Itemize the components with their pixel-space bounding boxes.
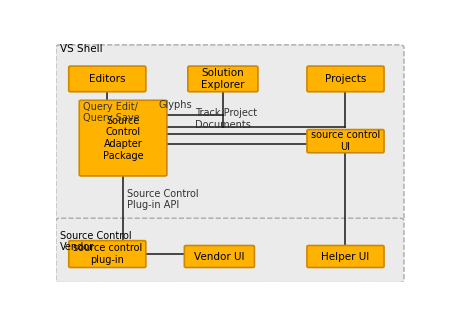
FancyBboxPatch shape: [69, 66, 146, 92]
Text: Vendor UI: Vendor UI: [194, 251, 244, 262]
Text: Projects: Projects: [324, 74, 365, 84]
Text: Source Control
Vendor: Source Control Vendor: [60, 231, 131, 252]
FancyBboxPatch shape: [55, 218, 403, 283]
Text: Source Control
Plug-in API: Source Control Plug-in API: [126, 189, 198, 210]
Text: source control
UI: source control UI: [310, 130, 379, 152]
Text: Query Edit/
Query Save: Query Edit/ Query Save: [83, 102, 139, 123]
FancyBboxPatch shape: [306, 130, 383, 153]
FancyBboxPatch shape: [55, 45, 403, 222]
Text: Editors: Editors: [89, 74, 125, 84]
Text: Glyphs: Glyphs: [158, 100, 191, 110]
FancyBboxPatch shape: [188, 66, 258, 92]
FancyBboxPatch shape: [184, 245, 254, 268]
Text: Helper UI: Helper UI: [321, 251, 369, 262]
Text: Source
Control
Adapter
Package: Source Control Adapter Package: [102, 116, 143, 160]
Text: Track Project
Documents: Track Project Documents: [194, 108, 257, 130]
FancyBboxPatch shape: [69, 241, 146, 268]
Text: VS Shell: VS Shell: [60, 44, 102, 54]
FancyBboxPatch shape: [306, 66, 383, 92]
Text: Solution
Explorer: Solution Explorer: [201, 68, 244, 90]
FancyBboxPatch shape: [306, 245, 383, 268]
FancyBboxPatch shape: [79, 100, 166, 176]
Text: source control
plug-in: source control plug-in: [73, 243, 142, 265]
